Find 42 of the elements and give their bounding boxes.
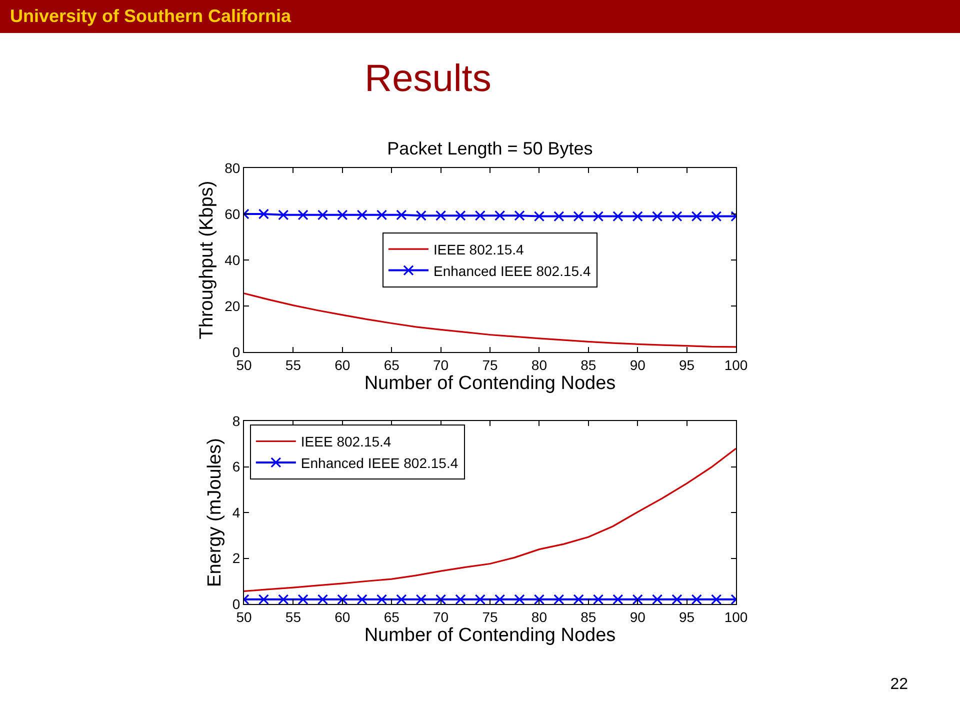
x-tick-label: 100 — [724, 356, 748, 373]
x-tick-label: 75 — [482, 608, 498, 625]
y-axis-title: Throughput (Kbps) — [196, 180, 218, 340]
x-tick-label: 80 — [531, 608, 548, 625]
y-tick-label: 80 — [224, 160, 240, 176]
x-tick-label: 60 — [334, 608, 350, 625]
x-tick-label: 85 — [580, 356, 596, 373]
x-tick-label: 70 — [433, 608, 449, 625]
x-tick-label: 70 — [433, 356, 449, 373]
text: University of Southern California — [10, 6, 292, 27]
y-tick-label: 8 — [232, 412, 240, 429]
x-tick-label: 80 — [531, 356, 548, 373]
text: Results — [364, 58, 492, 101]
y-tick-label: 20 — [224, 298, 240, 314]
legend-label: Enhanced IEEE 802.15.4 — [434, 262, 591, 279]
y-tick-label: 4 — [232, 504, 240, 520]
x-tick-label: 75 — [482, 356, 498, 373]
y-tick-label: 2 — [232, 550, 240, 566]
x-tick-label: 90 — [630, 608, 646, 625]
legend-label: IEEE 802.15.4 — [434, 242, 524, 258]
y-tick-label: 60 — [224, 206, 240, 222]
legend-label: IEEE 802.15.4 — [300, 434, 392, 450]
y-tick-label: 40 — [224, 252, 240, 268]
x-tick-label: 65 — [384, 608, 400, 625]
x-tick-label: 95 — [679, 608, 695, 625]
x-tick-label: 65 — [384, 356, 400, 373]
x-tick-label: 100 — [724, 608, 748, 625]
chart-title: Packet Length = 50 Bytes — [387, 138, 593, 158]
x-tick-label: 55 — [285, 356, 302, 373]
x-tick-label: 90 — [630, 356, 646, 373]
x-axis-title: Number of Contending Nodes — [364, 372, 616, 394]
x-tick-label: 55 — [285, 608, 302, 625]
line-series — [244, 292, 736, 348]
y-axis-title: Energy (mJoules) — [204, 438, 226, 587]
y-tick-label: 6 — [232, 458, 240, 475]
legend-label: Enhanced IEEE 802.15.4 — [300, 454, 458, 471]
text: 22 — [890, 676, 908, 694]
x-tick-label: 60 — [334, 356, 350, 373]
x-axis-title: Number of Contending Nodes — [364, 624, 616, 646]
line-series — [244, 448, 736, 592]
x-tick-label: 85 — [580, 608, 596, 625]
x-tick-label: 95 — [679, 356, 695, 373]
